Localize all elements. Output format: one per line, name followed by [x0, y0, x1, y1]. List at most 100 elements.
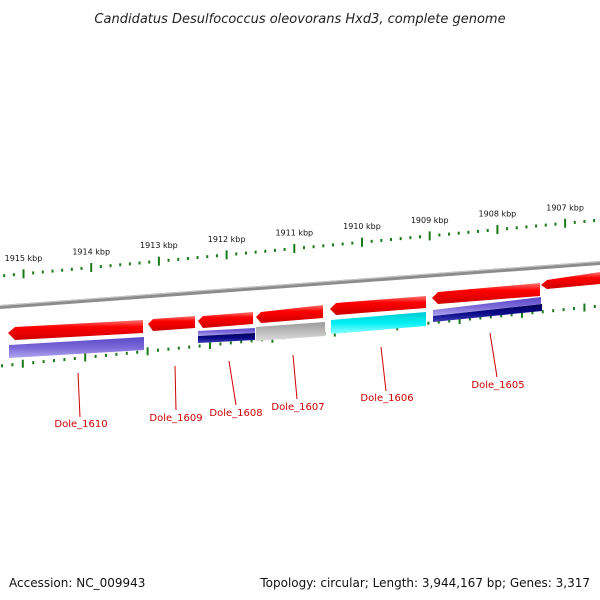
- major-tick: [22, 269, 25, 279]
- minor-tick: [177, 346, 180, 350]
- minor-tick: [573, 220, 576, 224]
- minor-tick: [244, 251, 247, 255]
- major-tick: [428, 231, 431, 241]
- minor-tick: [61, 268, 64, 272]
- gene-arrow-dole-1606[interactable]: [330, 296, 426, 315]
- gene-label-dole-1609[interactable]: Dole_1609: [149, 413, 202, 424]
- minor-tick: [486, 228, 489, 232]
- minor-tick: [215, 254, 218, 258]
- minor-tick: [312, 245, 315, 249]
- minor-tick: [188, 345, 191, 349]
- minor-tick: [250, 339, 253, 343]
- tick-label: 1914 kbp: [72, 247, 110, 256]
- minor-tick: [437, 320, 440, 324]
- leader-line-dole-1606: [380, 346, 387, 392]
- minor-tick: [469, 317, 471, 321]
- minor-tick: [331, 243, 334, 247]
- minor-tick: [3, 274, 6, 278]
- track-bar-dole-1610: [9, 337, 144, 358]
- tick-label: 1913 kbp: [140, 241, 178, 250]
- minor-tick: [105, 353, 107, 357]
- minor-tick: [448, 232, 451, 236]
- gene-label-dole-1605[interactable]: Dole_1605: [471, 380, 524, 391]
- minor-tick: [302, 246, 305, 250]
- gene-arrow-next[interactable]: [541, 272, 600, 289]
- gene-labels: Dole_1610 Dole_1609 Dole_1608 Dole_1607 …: [54, 332, 525, 430]
- minor-tick: [109, 264, 112, 268]
- minor-tick: [264, 249, 267, 253]
- minor-tick: [12, 273, 15, 277]
- minor-tick: [206, 255, 209, 259]
- minor-tick: [73, 357, 76, 361]
- minor-tick: [593, 305, 596, 309]
- tick-label: 1910 kbp: [343, 222, 381, 231]
- minor-tick: [186, 256, 189, 260]
- leader-line-dole-1608: [228, 360, 237, 406]
- minor-tick: [1, 364, 3, 368]
- major-tick: [225, 250, 228, 260]
- minor-tick: [427, 321, 430, 325]
- genome-title: Candidatus Desulfococcus oleovorans Hxd3…: [94, 12, 505, 27]
- minor-tick: [240, 340, 243, 344]
- minor-tick: [42, 360, 45, 364]
- minor-tick: [32, 271, 35, 275]
- minor-tick: [148, 260, 151, 264]
- track-bar-dole-1605-light: [433, 297, 541, 316]
- gene-arrow-dole-1609[interactable]: [148, 316, 195, 331]
- minor-tick: [500, 314, 503, 318]
- major-tick: [21, 359, 24, 368]
- major-tick: [293, 244, 296, 254]
- major-tick: [458, 316, 461, 325]
- tick-label: 1907 kbp: [546, 203, 584, 212]
- minor-tick: [63, 358, 66, 362]
- minor-tick: [229, 341, 232, 345]
- minor-tick: [115, 352, 118, 356]
- tick-label: 1909 kbp: [411, 216, 449, 225]
- tick-label: 1915 kbp: [5, 254, 43, 263]
- major-tick: [84, 353, 87, 362]
- forward-strand-genes: [8, 272, 600, 340]
- minor-tick: [283, 247, 286, 251]
- minor-tick: [419, 235, 422, 239]
- track-bar-dole-1605-dark: [433, 304, 542, 322]
- gene-arrow-dole-1605[interactable]: [432, 283, 540, 304]
- minor-tick: [254, 250, 257, 254]
- track-bar-dole-1607: [256, 322, 325, 341]
- gene-arrow-dole-1608[interactable]: [198, 312, 253, 328]
- leader-line-dole-1609: [174, 365, 177, 411]
- leader-line-dole-1607: [292, 354, 298, 400]
- tick-label: 1911 kbp: [275, 229, 313, 238]
- minor-tick: [136, 350, 139, 354]
- minor-tick: [506, 227, 509, 231]
- minor-tick: [80, 266, 83, 270]
- track-bar-dole-1606: [331, 312, 426, 334]
- tick-label: 1912 kbp: [208, 235, 246, 244]
- minor-tick: [341, 242, 344, 246]
- minor-tick: [53, 359, 55, 363]
- minor-tick: [457, 231, 460, 235]
- gene-label-dole-1610[interactable]: Dole_1610: [54, 419, 107, 430]
- minor-tick: [409, 236, 412, 240]
- topology-summary: Topology: circular; Length: 3,944,167 bp…: [260, 576, 590, 590]
- minor-tick: [525, 225, 528, 229]
- minor-tick: [70, 267, 73, 271]
- minor-tick: [167, 347, 170, 351]
- gene-arrow-dole-1607[interactable]: [256, 305, 323, 323]
- major-tick: [209, 341, 211, 349]
- tick-label: 1908 kbp: [479, 210, 517, 219]
- minor-tick: [479, 316, 482, 320]
- gene-label-dole-1608[interactable]: Dole_1608: [209, 408, 262, 419]
- accession-text: Accession: NC_009943: [9, 576, 146, 590]
- gene-label-dole-1606[interactable]: Dole_1606: [360, 393, 413, 404]
- minor-tick: [531, 311, 534, 315]
- minor-tick: [177, 257, 180, 261]
- minor-tick: [515, 226, 518, 230]
- minor-tick: [322, 244, 325, 248]
- major-tick: [146, 347, 149, 356]
- gene-label-dole-1607[interactable]: Dole_1607: [271, 402, 324, 413]
- gene-arrow-dole-1610[interactable]: [8, 320, 143, 340]
- major-tick: [90, 262, 93, 272]
- genome-backbone: [0, 261, 600, 309]
- minor-tick: [370, 239, 373, 243]
- minor-tick: [157, 348, 159, 352]
